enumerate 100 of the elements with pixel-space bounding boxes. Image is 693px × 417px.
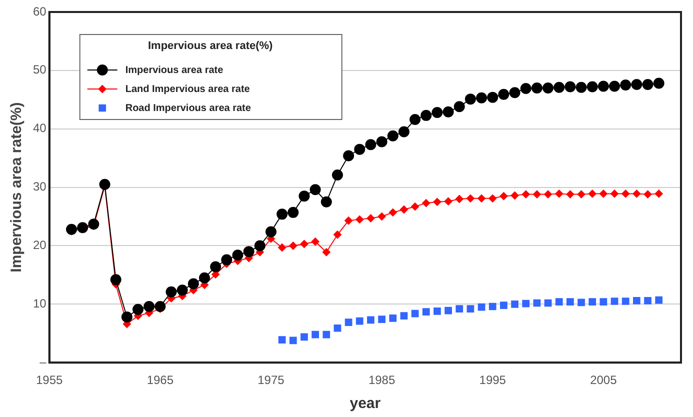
- point: [356, 317, 364, 325]
- point: [644, 296, 652, 304]
- point: [577, 190, 586, 198]
- point: [454, 101, 465, 112]
- point: [622, 190, 630, 198]
- x-tick-label: 2005: [590, 373, 618, 388]
- point: [632, 296, 640, 304]
- point: [555, 298, 563, 306]
- point: [588, 190, 596, 198]
- point: [622, 298, 630, 305]
- point: [564, 81, 576, 92]
- point: [422, 199, 430, 208]
- point: [388, 208, 397, 216]
- point: [77, 222, 88, 234]
- point: [378, 316, 386, 324]
- point: [466, 305, 474, 313]
- point: [343, 150, 354, 162]
- point: [644, 190, 652, 198]
- point: [586, 81, 598, 92]
- y-tick-label: 10: [32, 296, 47, 310]
- point: [478, 303, 486, 311]
- point: [210, 261, 222, 272]
- point: [320, 196, 332, 208]
- point: [312, 330, 319, 338]
- point: [344, 216, 353, 225]
- point: [389, 314, 397, 322]
- point: [311, 238, 320, 246]
- point: [610, 190, 619, 198]
- point: [653, 78, 664, 89]
- point: [110, 274, 122, 286]
- point: [198, 272, 210, 284]
- point: [610, 298, 618, 305]
- x-tick-label: 1975: [258, 373, 285, 388]
- point: [366, 214, 375, 222]
- point: [456, 305, 464, 313]
- point: [265, 226, 276, 238]
- point: [300, 333, 308, 341]
- x-tick-label: 1995: [479, 373, 506, 388]
- point: [598, 80, 609, 92]
- y-tick-label: –: [40, 354, 47, 369]
- point: [387, 130, 398, 142]
- point: [378, 212, 386, 221]
- point: [532, 190, 541, 198]
- point: [609, 80, 620, 92]
- point: [99, 178, 110, 190]
- point: [432, 107, 443, 118]
- point: [442, 106, 454, 118]
- point: [542, 82, 554, 94]
- point: [464, 94, 476, 105]
- point: [144, 301, 155, 312]
- legend-title: Impervious area rate(%): [148, 40, 274, 52]
- point: [365, 139, 376, 150]
- point: [488, 302, 496, 310]
- point: [411, 202, 420, 211]
- point: [400, 206, 408, 214]
- point: [433, 198, 442, 206]
- point: [509, 87, 520, 98]
- point: [531, 82, 542, 94]
- point: [554, 82, 565, 93]
- point: [376, 136, 388, 148]
- point: [132, 304, 144, 315]
- point: [354, 144, 366, 155]
- point: [642, 78, 654, 90]
- point: [66, 224, 78, 235]
- point: [588, 298, 596, 306]
- point: [289, 336, 297, 344]
- point: [555, 190, 564, 198]
- point: [620, 80, 632, 91]
- point: [455, 194, 464, 203]
- point: [356, 215, 364, 224]
- x-tick-label: 1955: [36, 373, 64, 388]
- point: [500, 192, 508, 200]
- point: [434, 307, 441, 315]
- point: [176, 284, 188, 296]
- y-axis-title: Impervious area rate(%): [8, 102, 26, 272]
- point: [254, 240, 266, 252]
- point: [522, 300, 530, 308]
- point: [599, 190, 608, 198]
- point: [310, 184, 321, 196]
- point: [332, 170, 343, 181]
- point: [511, 300, 518, 308]
- point: [500, 302, 508, 310]
- point: [420, 110, 432, 121]
- point: [466, 194, 474, 202]
- point: [655, 296, 663, 304]
- point: [300, 240, 308, 248]
- x-tick-label: 1965: [146, 373, 174, 388]
- point: [289, 242, 298, 250]
- point: [232, 250, 244, 261]
- point: [576, 82, 587, 93]
- point: [578, 298, 585, 306]
- point: [631, 78, 642, 90]
- point: [522, 190, 530, 198]
- y-tick-label: 40: [32, 121, 47, 136]
- legend-label: Land Impervious area rate: [125, 84, 250, 95]
- point: [510, 191, 519, 200]
- y-tick-label: 50: [32, 62, 47, 77]
- point: [478, 194, 486, 202]
- point: [334, 324, 342, 332]
- point: [544, 299, 552, 307]
